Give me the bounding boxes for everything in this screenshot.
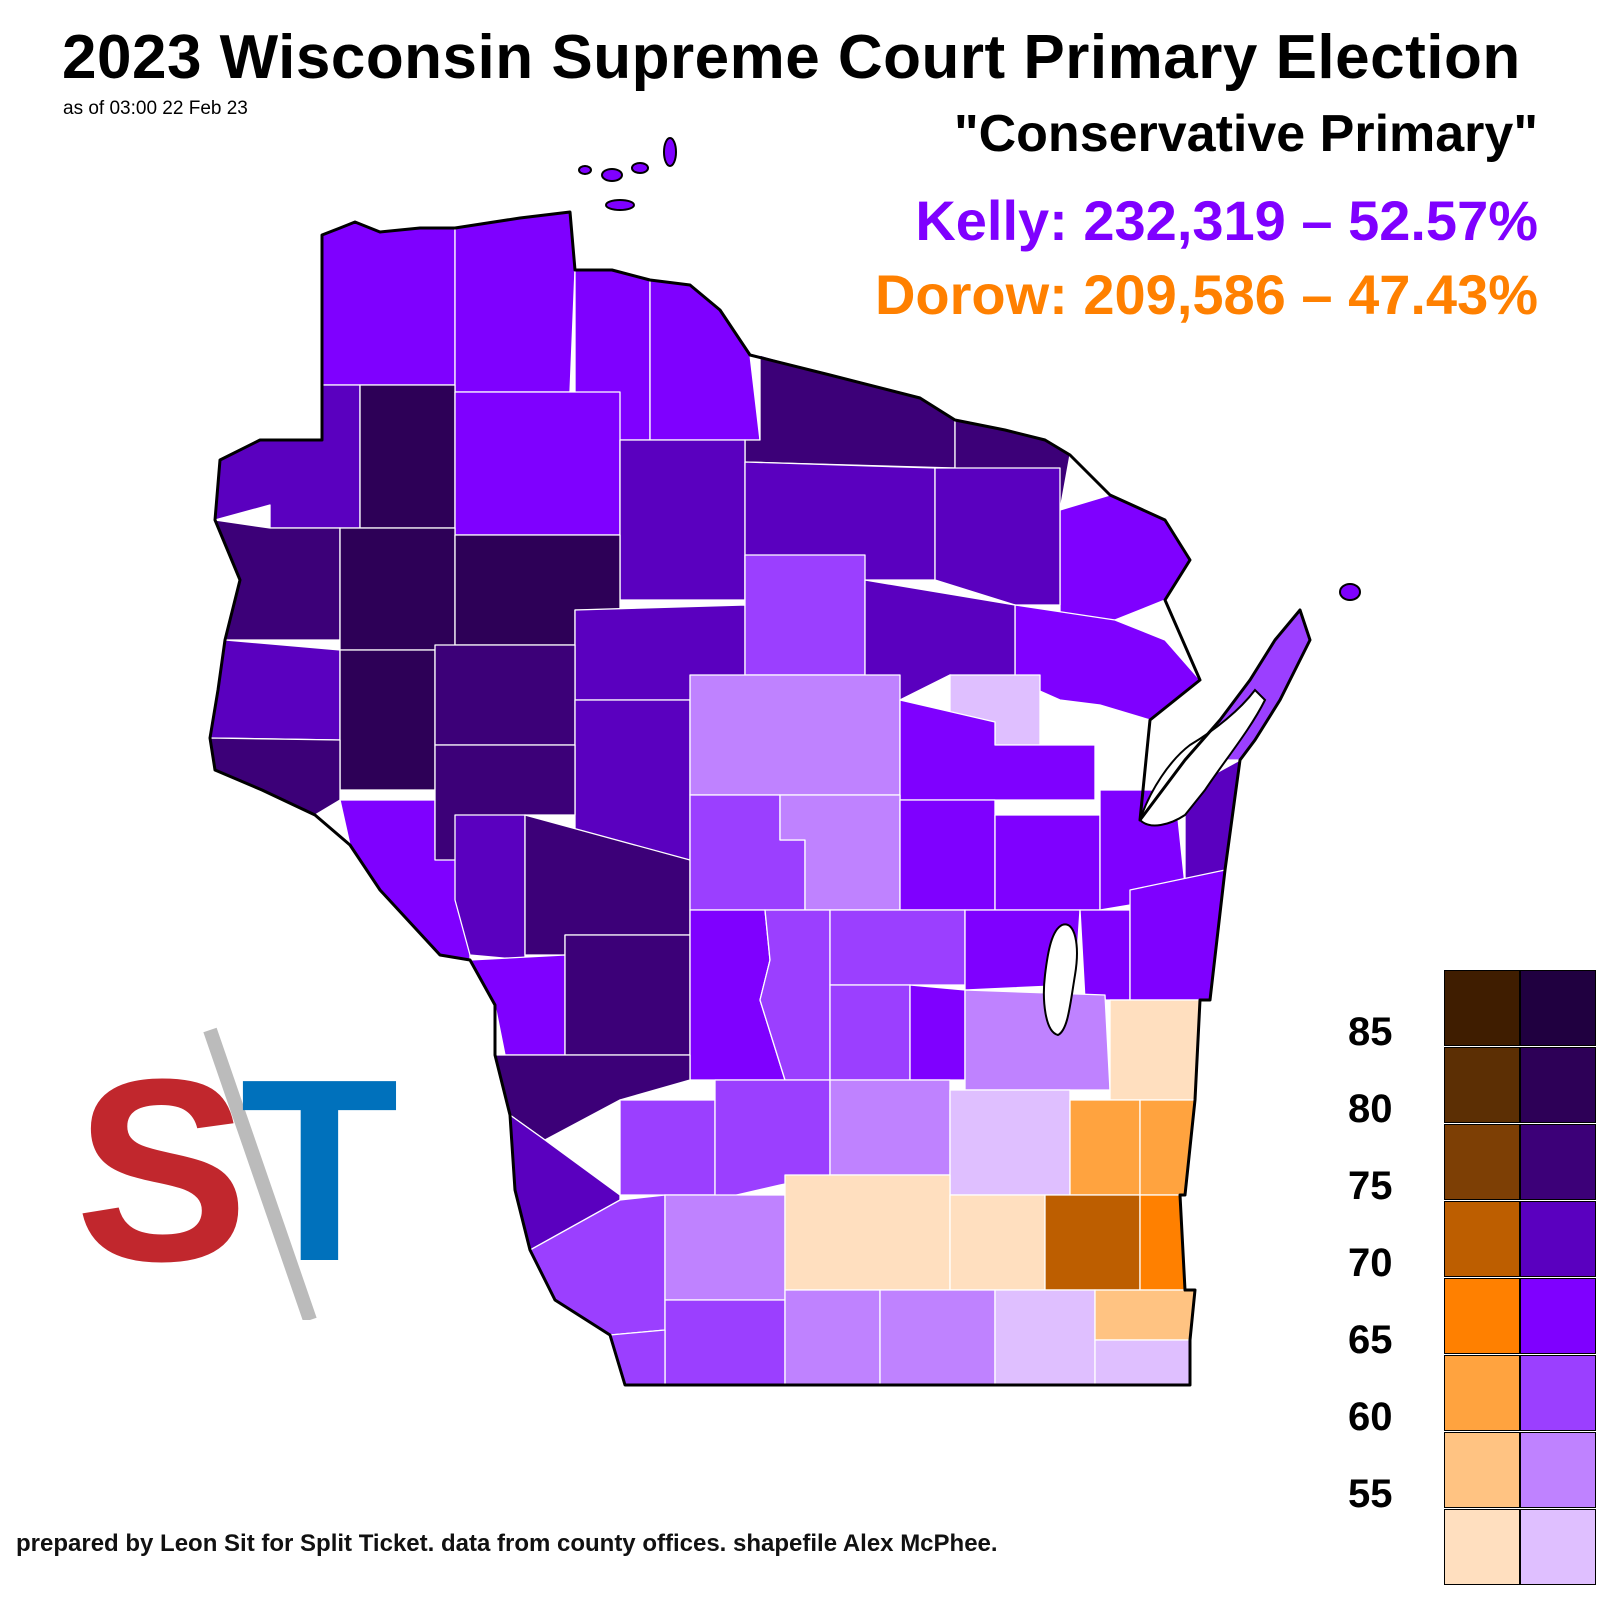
dorow-swatch bbox=[1444, 1047, 1520, 1123]
county-waukesha bbox=[1044, 1194, 1141, 1291]
lake-winnebago bbox=[1042, 923, 1078, 1037]
county-waushara bbox=[829, 909, 966, 986]
county-burnett bbox=[214, 384, 361, 529]
county-rock bbox=[879, 1289, 996, 1386]
county-langlade bbox=[934, 467, 1061, 606]
dorow-swatch bbox=[1444, 1432, 1520, 1508]
legend-tick: 70 bbox=[1348, 1241, 1393, 1285]
logo-slash bbox=[203, 1027, 317, 1320]
county-jefferson bbox=[949, 1194, 1046, 1291]
county-marquette bbox=[829, 984, 911, 1081]
county-st-croix bbox=[209, 639, 341, 741]
kelly-swatch bbox=[1520, 1509, 1596, 1585]
state-outline bbox=[208, 210, 1312, 1387]
county-dane bbox=[784, 1174, 951, 1291]
county-washington bbox=[1069, 1099, 1141, 1196]
county-sawyer bbox=[454, 391, 621, 536]
split-ticket-logo: S T bbox=[75, 1026, 399, 1320]
green-bay-water bbox=[1138, 688, 1267, 827]
county-marinette bbox=[1059, 494, 1191, 621]
county-la-crosse bbox=[469, 954, 566, 1056]
kelly-swatch bbox=[1520, 1201, 1596, 1277]
map-subtitle: "Conservative Primary" bbox=[953, 105, 1538, 163]
timestamp: as of 03:00 22 Feb 23 bbox=[63, 98, 248, 119]
county-richland bbox=[619, 1099, 716, 1196]
kelly-swatch bbox=[1520, 1124, 1596, 1200]
county-lincoln bbox=[744, 554, 866, 676]
dorow-swatch bbox=[1444, 1201, 1520, 1277]
county-marathon bbox=[689, 674, 901, 796]
dorow-swatch bbox=[1444, 1509, 1520, 1585]
county-milwaukee bbox=[1139, 1194, 1186, 1291]
legend-tick: 80 bbox=[1348, 1087, 1393, 1131]
dorow-swatch bbox=[1444, 1355, 1520, 1431]
county-iron bbox=[649, 279, 761, 441]
county-polk bbox=[214, 519, 341, 641]
county-price bbox=[619, 439, 746, 601]
county-green bbox=[784, 1289, 881, 1386]
county-calumet bbox=[1079, 909, 1131, 1001]
county-bayfield bbox=[454, 211, 576, 393]
dorow-swatch bbox=[1444, 970, 1520, 1046]
county-kenosha bbox=[1094, 1339, 1191, 1386]
county-vilas bbox=[744, 354, 956, 469]
county-iowa bbox=[664, 1194, 786, 1301]
county-racine bbox=[1094, 1289, 1196, 1341]
county-columbia bbox=[829, 1079, 951, 1176]
county-douglas bbox=[321, 221, 456, 386]
county-fond-du-lac bbox=[964, 989, 1111, 1091]
color-legend: 85 80 75 70 65 60 55 bbox=[1330, 970, 1600, 1600]
kelly-result: Kelly: 232,319 – 52.57% bbox=[915, 189, 1538, 252]
county-sheboygan bbox=[1109, 999, 1201, 1101]
island bbox=[1339, 583, 1361, 601]
county-chippewa bbox=[434, 644, 576, 746]
island bbox=[663, 137, 677, 167]
county-trempealeau bbox=[454, 814, 526, 961]
county-washburn bbox=[359, 384, 456, 529]
county-green-lake bbox=[909, 984, 966, 1081]
county-dunn bbox=[339, 649, 436, 791]
dorow-swatch bbox=[1444, 1124, 1520, 1200]
kelly-swatch bbox=[1520, 1047, 1596, 1123]
kelly-swatch bbox=[1520, 1432, 1596, 1508]
kelly-swatch bbox=[1520, 1355, 1596, 1431]
island bbox=[601, 168, 623, 182]
island bbox=[605, 199, 635, 211]
county-outagamie bbox=[994, 814, 1101, 911]
county-dodge bbox=[949, 1089, 1071, 1196]
legend-tick: 85 bbox=[1348, 1010, 1393, 1054]
kelly-swatch bbox=[1520, 970, 1596, 1046]
source-credit: prepared by Leon Sit for Split Ticket. d… bbox=[16, 1530, 998, 1557]
legend-tick: 75 bbox=[1348, 1164, 1393, 1208]
legend-tick: 55 bbox=[1348, 1472, 1393, 1516]
county-barron bbox=[339, 527, 456, 651]
island bbox=[578, 165, 592, 175]
island bbox=[631, 162, 649, 174]
dorow-result: Dorow: 209,586 – 47.43% bbox=[874, 263, 1538, 326]
map-title: 2023 Wisconsin Supreme Court Primary Ele… bbox=[62, 23, 1521, 92]
logo-t: T bbox=[240, 1026, 399, 1316]
legend-tick: 65 bbox=[1348, 1318, 1393, 1362]
county-monroe bbox=[564, 934, 691, 1056]
legend-tick: 60 bbox=[1348, 1395, 1393, 1439]
dorow-swatch bbox=[1444, 1278, 1520, 1354]
county-walworth bbox=[994, 1289, 1096, 1386]
kelly-swatch bbox=[1520, 1278, 1596, 1354]
county-waupaca bbox=[899, 799, 996, 911]
county-lafayette bbox=[664, 1299, 786, 1386]
